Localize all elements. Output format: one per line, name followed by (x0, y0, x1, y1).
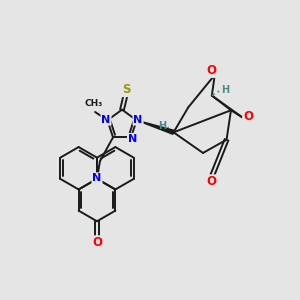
Text: H: H (221, 85, 229, 95)
Text: CH₃: CH₃ (85, 100, 103, 109)
Text: O: O (92, 236, 102, 249)
Text: N: N (92, 173, 102, 183)
Text: N: N (101, 115, 111, 125)
Text: O: O (243, 110, 253, 123)
Text: O: O (206, 64, 216, 77)
Text: H: H (158, 122, 166, 131)
Text: N: N (134, 115, 143, 125)
Polygon shape (136, 120, 174, 134)
Text: S: S (122, 83, 131, 96)
Text: O: O (207, 175, 217, 188)
Text: N: N (128, 134, 137, 144)
